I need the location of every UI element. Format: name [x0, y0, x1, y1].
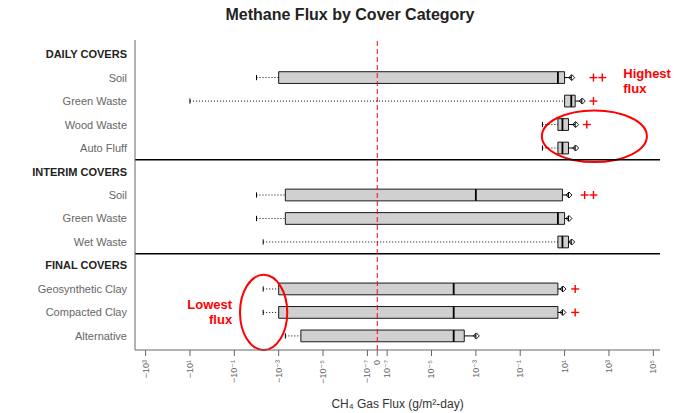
svg-text:10³: 10³: [604, 360, 614, 373]
svg-text:Soil: Soil: [109, 189, 127, 201]
svg-text:DAILY COVERS: DAILY COVERS: [46, 48, 127, 60]
svg-text:INTERIM COVERS: INTERIM COVERS: [32, 166, 127, 178]
svg-text:Highestflux: Highestflux: [623, 66, 671, 96]
svg-text:−10⁻³: −10⁻³: [274, 360, 284, 383]
svg-text:10⁻¹: 10⁻¹: [515, 360, 525, 378]
svg-text:Soil: Soil: [109, 72, 127, 84]
svg-text:Green Waste: Green Waste: [63, 212, 127, 224]
svg-text:−10¹: −10¹: [185, 360, 195, 378]
svg-text:FINAL COVERS: FINAL COVERS: [45, 259, 127, 271]
svg-text:Lowestflux: Lowestflux: [187, 297, 233, 327]
svg-text:−10³: −10³: [141, 360, 151, 378]
svg-text:−10⁻¹: −10⁻¹: [229, 360, 239, 383]
svg-text:Auto Fluff: Auto Fluff: [80, 142, 128, 154]
svg-text:10¹: 10¹: [560, 360, 570, 373]
svg-text:Geosynthetic Clay: Geosynthetic Clay: [38, 283, 128, 295]
svg-text:CH₄ Gas Flux (g/m²-day): CH₄ Gas Flux (g/m²-day): [331, 397, 463, 411]
svg-text:Green Waste: Green Waste: [63, 95, 127, 107]
svg-text:Alternative: Alternative: [75, 330, 127, 342]
svg-text:0: 0: [372, 360, 382, 365]
svg-text:−10⁻⁵: −10⁻⁵: [318, 360, 328, 384]
svg-text:10⁻³: 10⁻³: [471, 360, 481, 378]
svg-text:Wood Waste: Wood Waste: [65, 119, 127, 131]
html-text:Methane Flux by Cover Category: Methane Flux by Cover Category: [225, 6, 475, 23]
svg-text:Wet Waste: Wet Waste: [74, 236, 127, 248]
svg-text:10⁻⁵: 10⁻⁵: [426, 360, 436, 379]
svg-text:10⁵: 10⁵: [648, 360, 658, 374]
svg-text:−10⁻⁷: −10⁻⁷: [362, 360, 372, 383]
svg-text:Compacted Clay: Compacted Clay: [46, 306, 128, 318]
svg-text:10⁻⁷: 10⁻⁷: [382, 360, 392, 378]
